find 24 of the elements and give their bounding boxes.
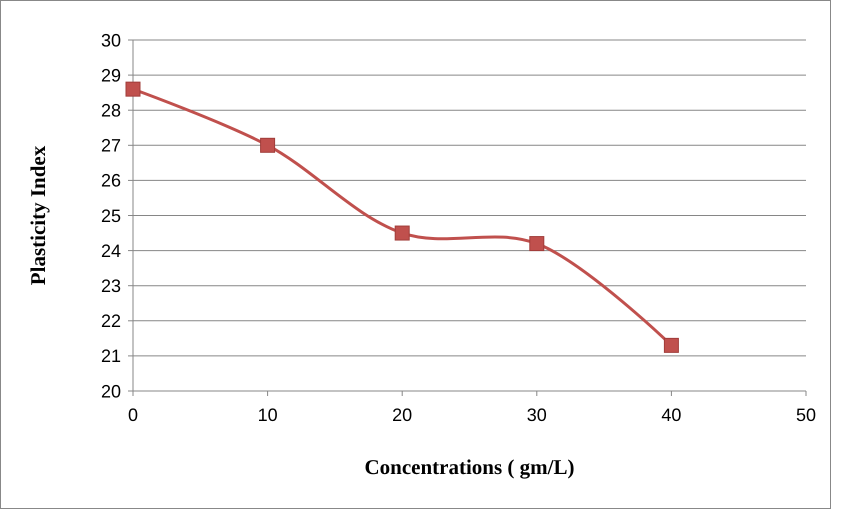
y-tick-label: 23 (100, 276, 121, 296)
y-axis-title: Plasticity Index (26, 145, 50, 286)
point (126, 82, 140, 97)
point (394, 226, 410, 241)
y-tick-label: 27 (100, 136, 121, 156)
point (260, 138, 276, 153)
y-tick-label: 30 (100, 30, 121, 50)
x-tick-label: 20 (392, 405, 412, 425)
y-tick-label: 29 (100, 65, 121, 86)
x-tick-label: 0 (128, 405, 138, 425)
y-tick-label: 22 (100, 311, 121, 332)
y-tick-label: 28 (100, 100, 121, 120)
point (664, 338, 679, 353)
y-tick-label: 25 (100, 206, 121, 226)
y-tick-label: 20 (100, 381, 121, 402)
point (529, 236, 544, 252)
y-tick-label: 26 (100, 170, 121, 191)
y-tick-label: 24 (100, 240, 121, 261)
x-tick-label: 30 (526, 405, 547, 425)
x-tick-label: 10 (258, 405, 278, 425)
x-axis-title: Concentrations ( gm/L) (364, 455, 574, 479)
y-tick-label: 21 (100, 346, 121, 366)
x-tick-label: 50 (796, 405, 816, 425)
x-tick-label: 40 (661, 405, 682, 425)
